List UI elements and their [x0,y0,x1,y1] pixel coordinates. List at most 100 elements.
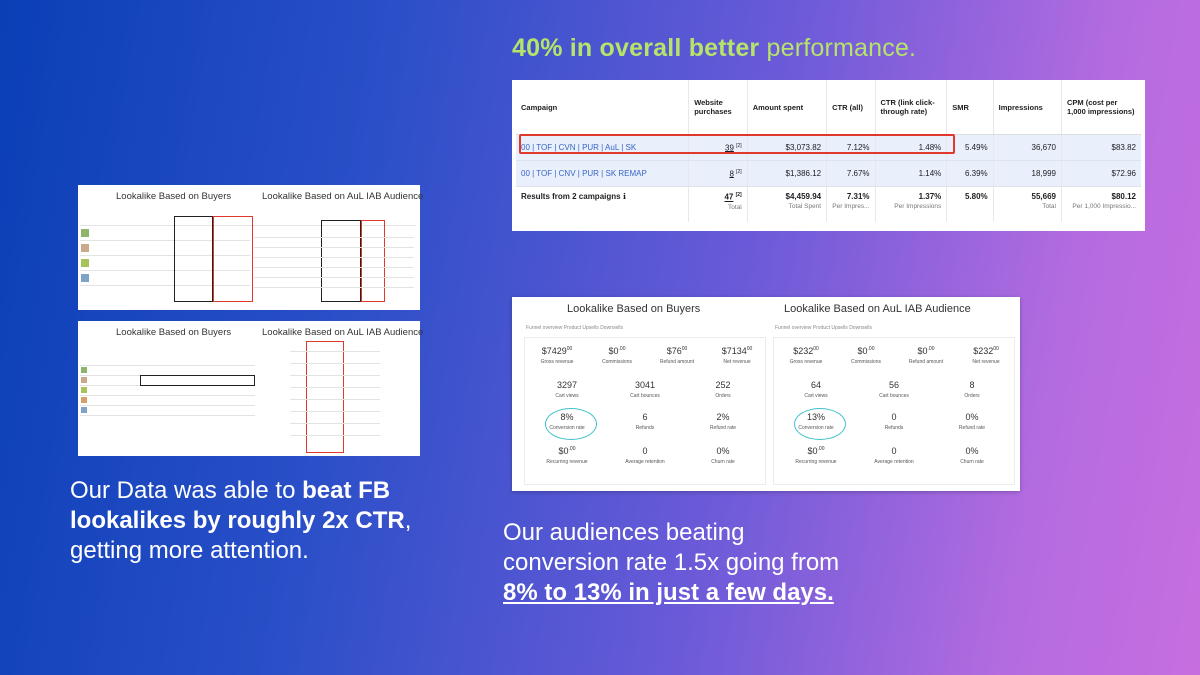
dash-title-right: Lookalike Based on AuL IAB Audience [784,303,971,315]
metric-label: Recurring revenue [546,459,588,465]
col-ctr-link: CTR (link click-through rate) [875,80,948,135]
metric-value: $0.00 [807,446,825,456]
campaign-name[interactable]: 00 | TOF | CVN | PUR | AuL | SK [516,134,690,161]
metric-label: Cart views [804,393,828,399]
impressions-cell: 36,670 [993,134,1063,161]
metric-label: Net revenue [972,359,1000,365]
totals-ctr-all: 7.31% Per Impres... [826,186,876,222]
caption-right: Our audiences beating conversion rate 1.… [503,519,840,606]
metric-gross-revenue: $742900 Gross revenue [522,346,592,365]
campaign-name[interactable]: 00 | TOF | CNV | PUR | SK REMAP [516,160,690,187]
metric-label: Refund rate [709,425,737,431]
metric-label: Average retention [874,459,914,465]
metric-label: Cart bounces [879,393,909,399]
metric-value: 0% [965,446,979,456]
metric-label: Refund amount [908,359,944,365]
ctr-link-cell: 1.48% [875,134,948,161]
thumb1-title-left: Lookalike Based on Buyers [116,191,232,202]
dash-tabs-right: Funnel overview Product Upsells Downsell… [775,325,872,331]
metric-label: Refund rate [958,425,986,431]
spent-cell: $3,073.82 [747,134,828,161]
metric-value: 0% [716,446,730,456]
smr-cell: 6.39% [946,160,994,187]
totals-purchases: 47 [2] Total [688,186,748,222]
purchases-cell: 8 [2] [688,160,748,187]
metric-value: $713400 [721,346,753,356]
col-ctr-all: CTR (all) [826,80,876,135]
highlight-box [519,134,955,154]
impressions-cell: 18,999 [993,160,1063,187]
metric-value: $0.00 [608,346,626,356]
cpm-cell: $83.82 [1061,134,1141,161]
metric-value: $0.00 [857,346,875,356]
table-row[interactable]: 00 | TOF | CVN | PUR | AuL | SK 39 [2] $… [516,134,1141,161]
metric-label: Commissions [601,359,632,365]
totals-spent: $4,459.94 Total Spent [747,186,828,222]
metric-refund-amount: $7600 Refund amount [642,346,712,365]
thumb2-title-right: Lookalike Based on AuL IAB Audience [262,327,424,338]
metric-value: 0 [642,446,648,456]
totals-row: Results from 2 campaigns ℹ 47 [2] Total $… [516,186,1141,222]
metric-refund-rate: 0% Refund rate [937,412,1007,431]
metric-orders: 252 Orders [688,380,758,399]
metric-average-retention: 0 Average retention [859,446,929,465]
metric-label: Cart bounces [630,393,660,399]
metric-value: 252 [715,380,731,390]
metric-value: 2% [716,412,730,422]
metric-recurring-revenue: $0.00 Recurring revenue [532,446,602,465]
metric-refunds: 6 Refunds [610,412,680,431]
metric-recurring-revenue: $0.00 Recurring revenue [781,446,851,465]
metric-value: 0 [891,412,897,422]
metric-average-retention: 0 Average retention [610,446,680,465]
metric-value: 6 [642,412,648,422]
dash-panel-right: $23200 Gross revenue $0.00 Commissions $0.00… [773,337,1015,485]
metric-cart-views: 64 Cart views [781,380,851,399]
metric-label: Gross revenue [789,359,823,365]
metric-churn-rate: 0% Churn rate [937,446,1007,465]
metric-value: $0.00 [558,446,576,456]
metric-value: 0% [965,412,979,422]
metric-cart-views: 3297 Cart views [532,380,602,399]
headline: 40% in overall better performance. [512,34,916,63]
metric-label: Churn rate [960,459,984,465]
dash-title-left: Lookalike Based on Buyers [567,303,701,315]
metric-value: 3297 [556,380,578,390]
highlight-stat: 8% to 13% in just a few days. [503,579,834,606]
cpm-cell: $72.96 [1061,160,1141,187]
metric-commissions: $0.00 Commissions [582,346,652,365]
ctr-all-cell: 7.67% [826,160,876,187]
metric-label: Orders [715,393,731,399]
thumb1-title-right: Lookalike Based on AuL IAB Audience [262,191,424,202]
metric-commissions: $0.00 Commissions [831,346,901,365]
metric-net-revenue: $713400 Net revenue [702,346,772,365]
col-cpm: CPM (cost per 1,000 impressions) [1061,80,1141,135]
metric-value: $0.00 [917,346,935,356]
spent-cell: $1,386.12 [747,160,828,187]
metric-orders: 8 Orders [937,380,1007,399]
metric-gross-revenue: $23200 Gross revenue [771,346,841,365]
totals-ctr-link: 1.37% Per Impressions [875,186,948,222]
metric-label: Churn rate [711,459,735,465]
metric-refund-amount: $0.00 Refund amount [891,346,961,365]
headline-bold: 40% in overall better [512,34,760,62]
metric-value: $7600 [666,346,688,356]
metric-refunds: 0 Refunds [859,412,929,431]
metric-value: 8 [969,380,975,390]
totals-impressions: 55,669 Total [993,186,1063,222]
metric-value: 3041 [634,380,656,390]
metric-label: Refunds [635,425,655,431]
conversion-rate-highlight [545,408,597,440]
table-row[interactable]: 00 | TOF | CNV | PUR | SK REMAP 8 [2] $1… [516,160,1141,187]
metric-value: $23200 [973,346,999,356]
conversion-rate-highlight [794,408,846,440]
metric-label: Cart views [555,393,579,399]
campaign-table-screenshot: Campaign Website purchases Amount spent … [512,80,1145,231]
metric-label: Commissions [850,359,881,365]
funnel-dashboard-screenshot: Lookalike Based on Buyers Lookalike Base… [512,297,1020,491]
metric-cart-bounces: 56 Cart bounces [859,380,929,399]
metric-label: Refund amount [659,359,695,365]
metric-label: Recurring revenue [795,459,837,465]
info-icon: ℹ [622,192,626,201]
metric-value: $23200 [793,346,819,356]
metric-value: 0 [891,446,897,456]
